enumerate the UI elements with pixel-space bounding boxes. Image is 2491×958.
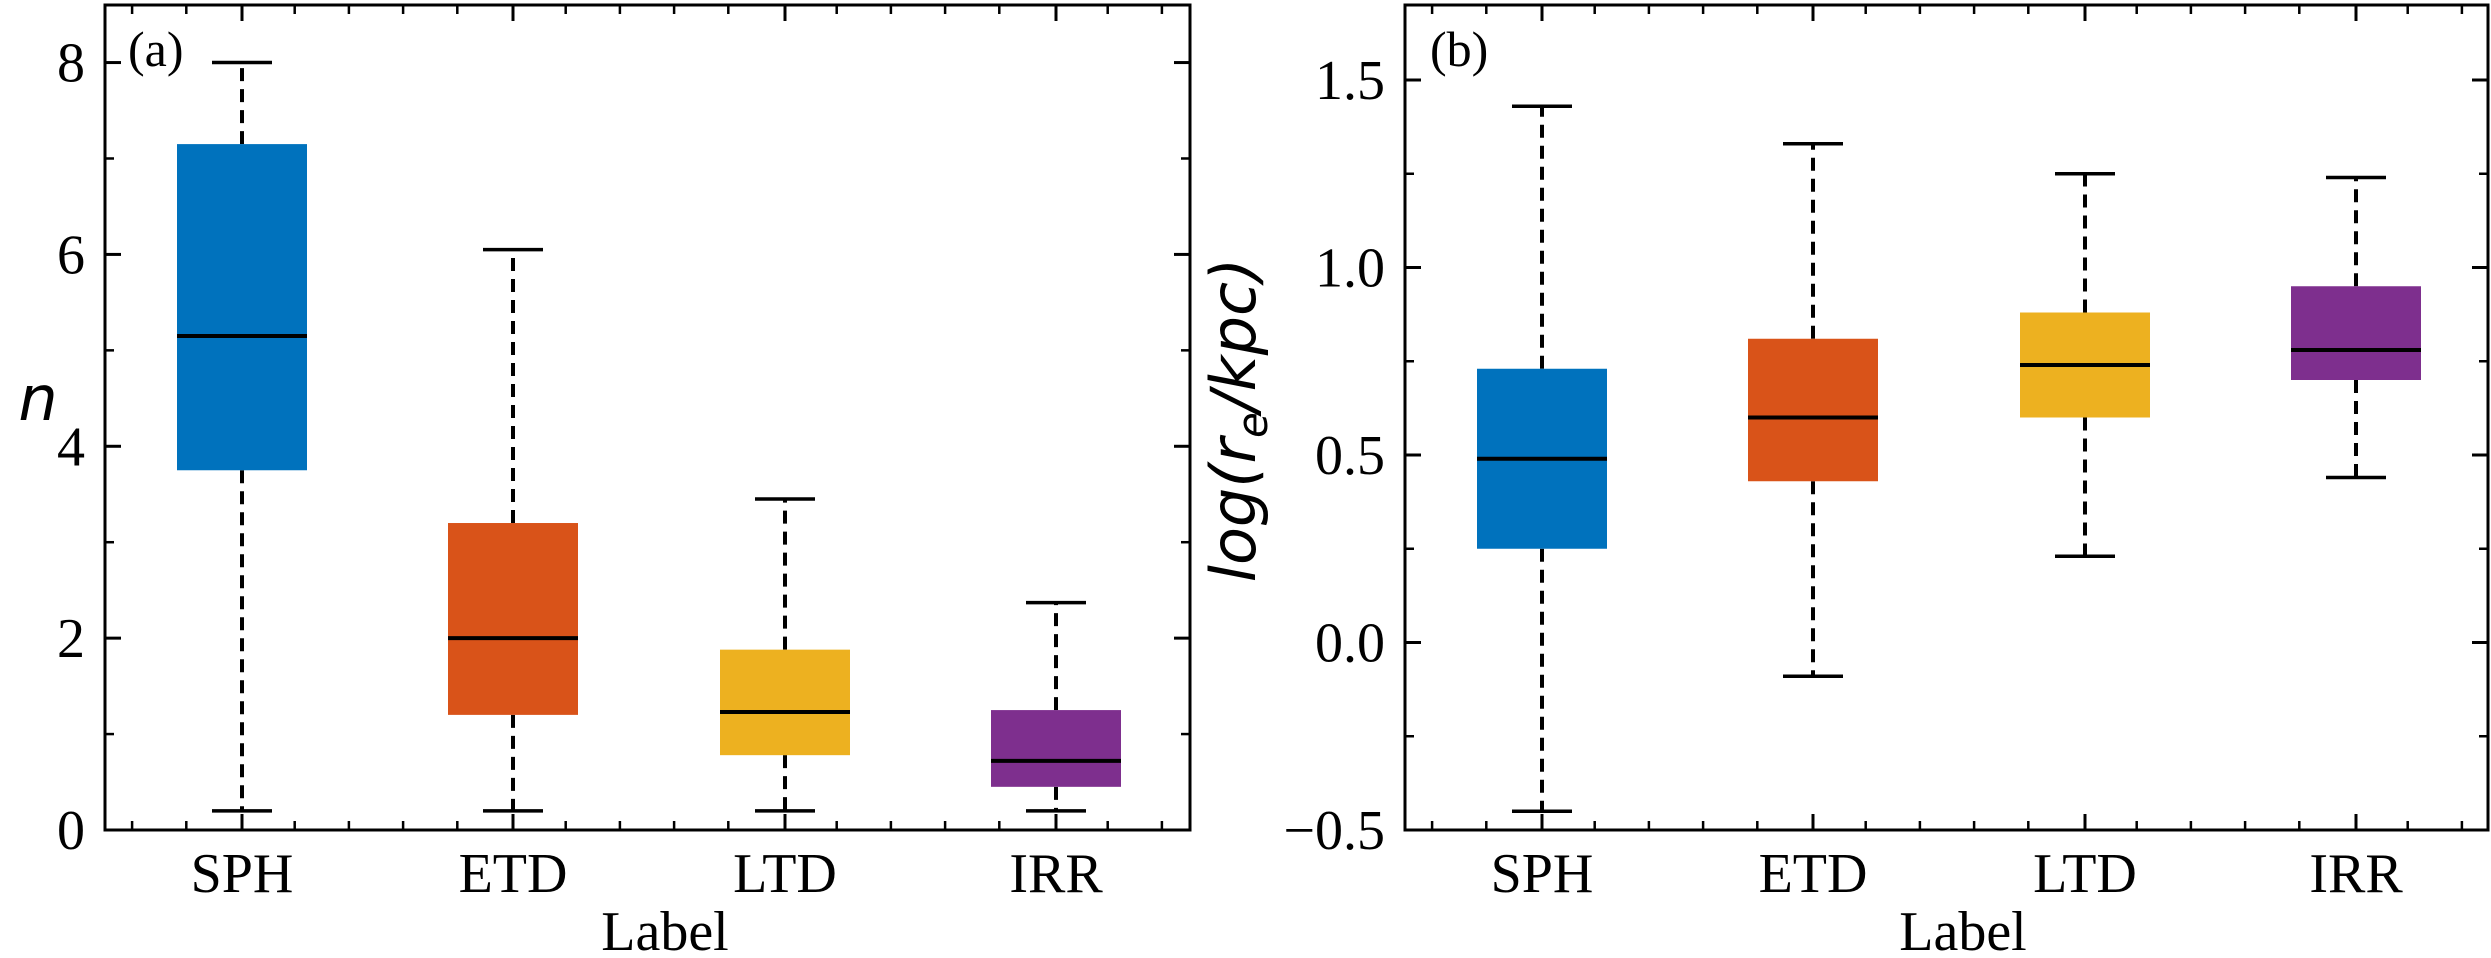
panel-b-ylabel-main: r [1197,435,1270,464]
panel-b-plot-area: −0.5 0.0 0.5 1.0 1.5 SPH ETD LTD IRR [1283,3,2490,905]
panel-b-irr-box [2291,286,2421,380]
panel-b-ylabel: log(re/kpc) [1197,258,1277,582]
panel-a-sph-box [177,144,307,471]
panel-a-xtick-label: ETD [459,843,568,905]
panel-a-ytick-label: 6 [57,224,85,286]
panel-b-ytick-label: 1.5 [1315,50,1385,112]
panel-a-ytick-label: 8 [57,33,85,95]
panel-b-ytick-label: −0.5 [1283,800,1385,862]
panel-a-tag: (a) [128,21,184,77]
panel-b-ylabel-pre: log( [1197,461,1270,583]
panel-a: 0 2 4 6 8 SPH ETD LTD IRR (a) Label n [18,3,1192,958]
panel-b: −0.5 0.0 0.5 1.0 1.5 SPH ETD LTD IRR (b) Label l… [1197,3,2490,958]
panel-b-frame [1403,3,2490,832]
panel-a-ytick-label: 2 [57,608,85,670]
panel-a-plot-area: 0 2 4 6 8 SPH ETD LTD IRR [57,3,1192,905]
panel-a-xlabel: Label [601,901,728,958]
panel-b-xlabel: Label [1899,901,2026,958]
panel-a-ytick-label: 4 [57,416,85,478]
panel-a-irr-box [991,710,1121,787]
panel-a-frame [103,3,1192,832]
panel-b-ylabel-post: /kpc) [1197,258,1270,417]
panel-b-tag: (b) [1430,21,1488,77]
panel-b-xtick-label: IRR [2309,843,2403,905]
panel-b-ytick-label: 0.5 [1315,425,1385,487]
panel-a-ylabel: n [18,362,57,435]
panel-a-xtick-label: IRR [1009,843,1103,905]
panel-b-xtick-label: ETD [1759,843,1868,905]
panel-b-ytick-label: 1.0 [1315,238,1385,300]
panel-b-etd-box [1748,338,1878,482]
panel-a-xtick-label: LTD [733,843,837,905]
panel-b-ytick-label: 0.0 [1315,613,1385,675]
panel-a-ytick-label: 0 [57,800,85,862]
panel-a-ltd-box [720,649,850,756]
panel-a-xtick-label: SPH [191,843,294,905]
panel-b-xtick-label: LTD [2033,843,2137,905]
panel-b-xtick-label: SPH [1491,843,1594,905]
panel-a-etd-box [448,523,578,715]
panel-b-ylabel-sub: e [1228,412,1277,438]
